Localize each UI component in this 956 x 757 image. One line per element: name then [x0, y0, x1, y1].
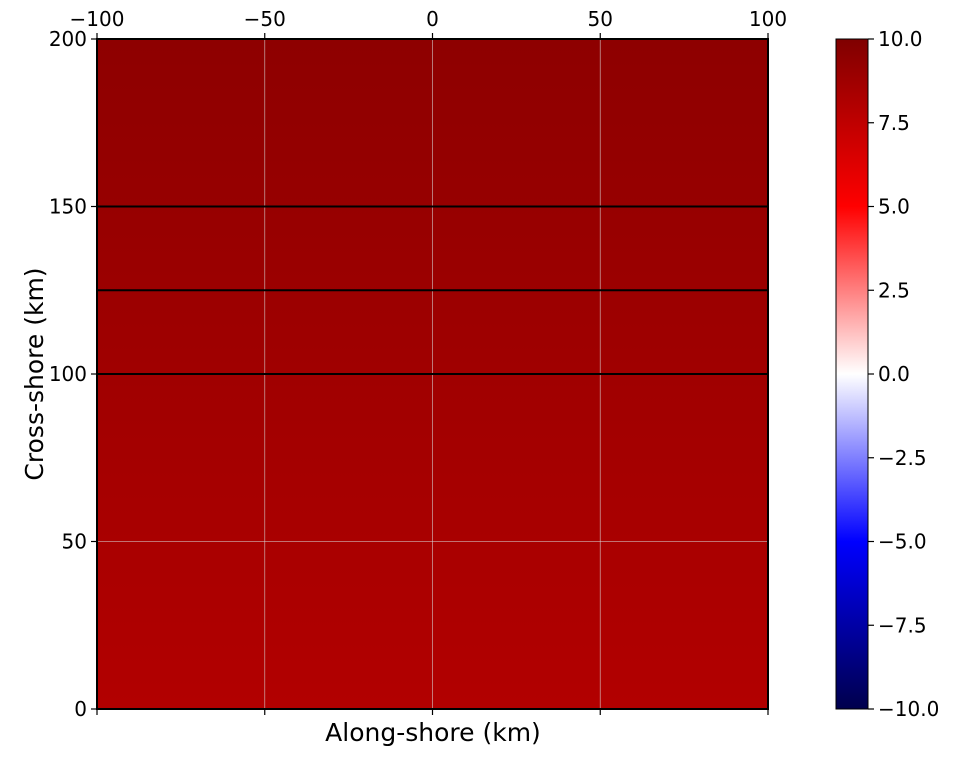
- x-tick-label: 0: [426, 7, 439, 31]
- colorbar-tick-label: −2.5: [878, 446, 927, 470]
- colorbar-tick-label: −7.5: [878, 613, 927, 637]
- x-tick-label: 50: [588, 7, 613, 31]
- x-tick-label: −100: [70, 7, 125, 31]
- y-tick-label: 150: [49, 195, 87, 219]
- colorbar: [835, 38, 869, 710]
- y-tick-label: 200: [49, 27, 87, 51]
- colorbar-tick-label: 7.5: [878, 111, 910, 135]
- y-axis-label: Cross-shore (km): [20, 267, 49, 480]
- x-tick-label: −50: [244, 7, 286, 31]
- colorbar-tick-label: −5.0: [878, 530, 927, 554]
- y-tick-label: 100: [49, 362, 87, 386]
- colorbar-tick-label: 0.0: [878, 362, 910, 386]
- x-tick-label: 100: [749, 7, 787, 31]
- x-axis-label: Along-shore (km): [325, 718, 541, 747]
- y-tick-label: 0: [74, 697, 87, 721]
- colorbar-tick-label: 2.5: [878, 278, 910, 302]
- colorbar-tick-label: 10.0: [878, 27, 923, 51]
- colorbar-tick-label: −10.0: [878, 697, 939, 721]
- y-tick-label: 50: [62, 530, 87, 554]
- colorbar-tick-label: 5.0: [878, 195, 910, 219]
